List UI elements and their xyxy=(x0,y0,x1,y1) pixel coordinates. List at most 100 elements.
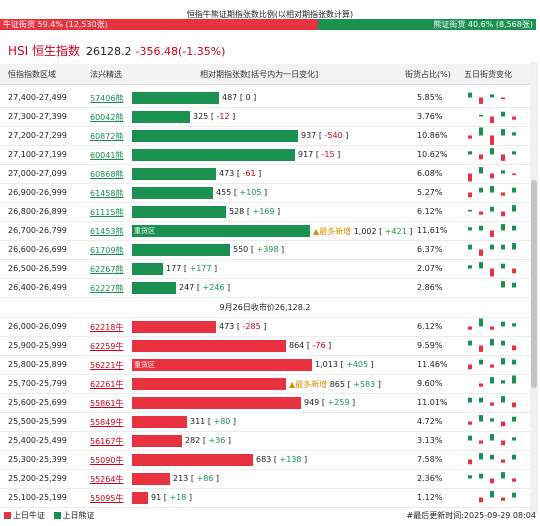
warrant-code-link[interactable]: 62227熊 xyxy=(90,284,124,293)
spark-bar xyxy=(479,114,483,117)
index-range: 25,400-25,499 xyxy=(8,436,67,445)
index-range: 26,700-26,799 xyxy=(8,226,67,235)
warrant-code-link[interactable]: 62261牛 xyxy=(90,380,124,389)
contracts-bar xyxy=(132,397,301,409)
spark-bar xyxy=(479,97,483,104)
spark-bar xyxy=(479,154,483,160)
warrant-code-link[interactable]: 61115熊 xyxy=(90,208,124,217)
contracts-bar: 重货区 xyxy=(132,225,310,237)
five-day-sparkline xyxy=(479,491,516,503)
spark-bar xyxy=(468,475,472,479)
legend-bull: 上日牛证 xyxy=(13,511,45,520)
warrant-code-link[interactable]: 60868熊 xyxy=(90,170,124,179)
contracts-change: -540 xyxy=(324,131,343,140)
contracts-bar xyxy=(132,473,170,485)
table-row: 25,800-25,899 56221牛 重货区 1,013 [ +405 ] 11.4… xyxy=(0,355,530,375)
table-row: 27,400-27,499 57406熊 487 [ 0 ] 5.85% xyxy=(0,88,530,108)
spark-bar xyxy=(468,227,472,231)
scrollbar-thumb[interactable] xyxy=(531,180,537,388)
contracts-main: 949 xyxy=(304,398,320,407)
spark-bar xyxy=(512,187,516,193)
spark-bar xyxy=(468,192,472,198)
contracts-value: 213 [ +86 ] xyxy=(173,474,220,483)
spark-bar xyxy=(490,434,494,441)
scrollbar[interactable] xyxy=(530,62,538,514)
spark-bar xyxy=(512,225,516,231)
five-day-sparkline xyxy=(468,224,516,237)
warrant-code-link[interactable]: 62218牛 xyxy=(90,323,124,332)
five-day-sparkline xyxy=(479,111,516,123)
spark-bar xyxy=(479,473,483,479)
five-day-sparkline xyxy=(468,127,516,145)
legend: 上日牛证 上日熊证 xyxy=(4,510,95,521)
spark-bar xyxy=(490,478,494,484)
contracts-change: +138 xyxy=(279,455,302,464)
heavy-zone-tag: 重货区 xyxy=(134,361,155,369)
warrant-code-link[interactable]: 55095牛 xyxy=(90,494,124,503)
five-day-sparkline xyxy=(468,396,516,408)
share-pct: 1.12% xyxy=(417,493,443,502)
warrant-code-link[interactable]: 60041熊 xyxy=(90,151,124,160)
warrant-code-link[interactable]: 60872熊 xyxy=(90,132,124,141)
spark-bar xyxy=(501,97,505,100)
table-row: 25,900-25,999 62259牛 864 [ -76 ] 9.59% xyxy=(0,336,530,356)
contracts-bar xyxy=(132,111,190,123)
spark-bar xyxy=(501,129,505,136)
table-row: 26,800-26,899 61115熊 528 [ +169 ] 6.12% xyxy=(0,202,530,222)
spark-bar xyxy=(490,268,494,277)
contracts-value: 455 [ +105 ] xyxy=(216,188,268,197)
contracts-main: 311 xyxy=(190,417,206,426)
contracts-value: 91 [ +18 ] xyxy=(151,493,192,502)
spark-bar xyxy=(501,154,505,161)
contracts-bar xyxy=(132,416,187,428)
header-bar: 相对期指张数[括号内为一日变化] xyxy=(200,70,319,79)
warrant-code-link[interactable]: 61709熊 xyxy=(90,246,124,255)
contracts-bar xyxy=(132,282,176,294)
contracts-change: +80 xyxy=(213,417,231,426)
five-day-sparkline xyxy=(468,434,516,446)
spark-bar xyxy=(501,421,505,427)
warrant-code-link[interactable]: 55264牛 xyxy=(90,475,124,484)
contracts-value: 550 [ +398 ] xyxy=(233,245,285,254)
warrant-code-link[interactable]: 56167牛 xyxy=(90,437,124,446)
share-pct: 6.08% xyxy=(417,169,443,178)
warrant-code-link[interactable]: 62259牛 xyxy=(90,342,124,351)
spark-bar xyxy=(512,173,516,176)
contracts-main: 487 xyxy=(222,93,238,102)
contracts-value: 917 [ -15 ] xyxy=(298,150,341,159)
warrant-code-link[interactable]: 55849牛 xyxy=(90,418,124,427)
spark-bar xyxy=(490,186,494,193)
spark-bar xyxy=(490,244,494,250)
bull-bear-ratio-bar: 牛证街货 59.4% (12,530张) 熊证街货 40.6% (8,568张) xyxy=(0,19,536,30)
warrant-code-link[interactable]: 61453熊 xyxy=(90,227,124,236)
share-pct: 7.58% xyxy=(417,455,443,464)
share-pct: 10.62% xyxy=(417,150,448,159)
spark-bar xyxy=(501,321,505,327)
warrant-code-link[interactable]: 55090牛 xyxy=(90,456,124,465)
share-pct: 10.86% xyxy=(417,131,448,140)
table-row: 26,900-26,999 61458熊 455 [ +105 ] 5.27% xyxy=(0,183,530,203)
warrant-code-link[interactable]: 57406熊 xyxy=(90,94,124,103)
header-pct: 街货占比(%) xyxy=(405,70,451,79)
spark-bar xyxy=(501,170,505,174)
contracts-value: 1,013 [ +405 ] xyxy=(315,360,374,369)
contracts-bar xyxy=(132,435,182,447)
warrant-code-link[interactable]: 61458熊 xyxy=(90,189,124,198)
five-day-sparkline xyxy=(468,243,516,256)
spark-bar xyxy=(490,173,494,179)
index-range: 25,700-25,799 xyxy=(8,379,67,388)
header-range: 恒指指数区域 xyxy=(8,70,56,79)
warrant-code-link[interactable]: 56221牛 xyxy=(90,361,124,370)
warrant-code-link[interactable]: 60042熊 xyxy=(90,113,124,122)
index-range: 27,400-27,499 xyxy=(8,93,67,102)
contracts-main: 213 xyxy=(173,474,189,483)
warrant-code-link[interactable]: 62267熊 xyxy=(90,265,124,274)
spark-bar xyxy=(490,94,494,98)
spark-bar xyxy=(512,454,516,460)
warrant-code-link[interactable]: 55861牛 xyxy=(90,399,124,408)
spark-bar xyxy=(501,281,505,288)
contracts-value: 864 [ -76 ] xyxy=(289,341,332,350)
close-price-separator: 9月26日收市价26,128.2 xyxy=(0,298,530,318)
contracts-value: ▲最多新增 865 [ +583 ] xyxy=(289,380,381,389)
spark-bar xyxy=(468,340,472,346)
